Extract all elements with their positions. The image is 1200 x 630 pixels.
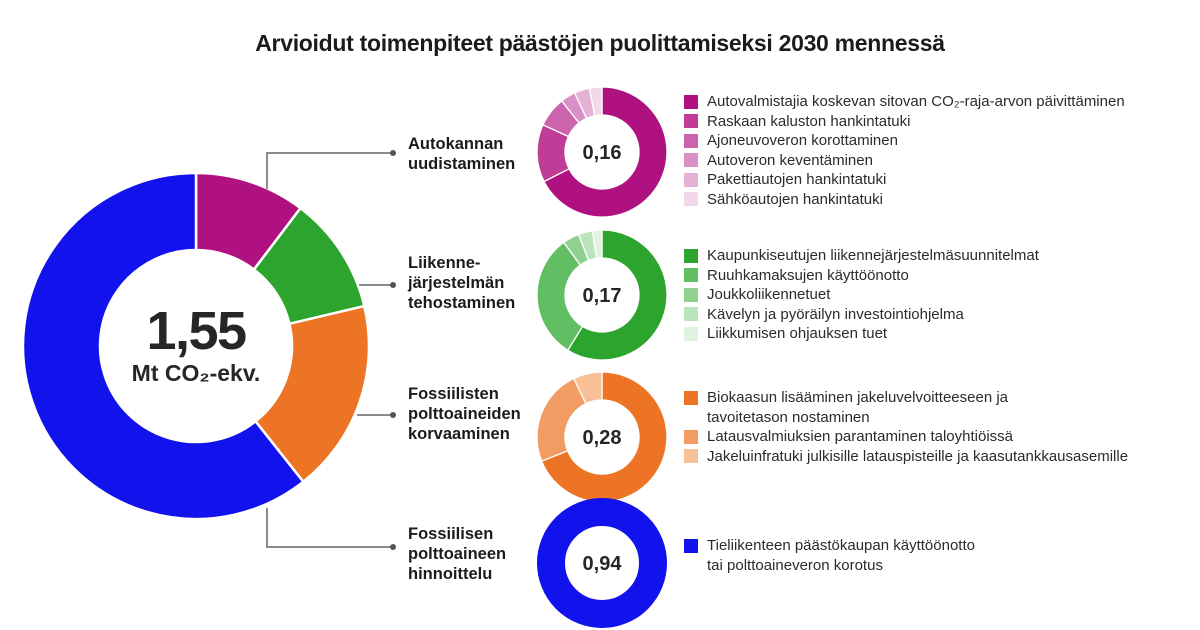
legend-swatch [684, 390, 698, 405]
legend-label: Latausvalmiuksien parantaminen taloyhtiö… [707, 428, 1014, 445]
legend-item: Ajoneuvoveron korottaminen [684, 131, 1184, 151]
connector-dot [390, 282, 396, 288]
legend-label: Joukkoliikennetuet [707, 286, 831, 303]
legend-label: Raskaan kaluston hankintatuki [707, 112, 911, 130]
legend-autokannan: Autovalmistajia koskevan sitovan CO₂-raj… [684, 92, 1184, 209]
legend-item: Liikkumisen ohjauksen tuet [684, 324, 1184, 344]
legend-liikennejarjestelma: Kaupunkiseutujen liikennejärjestelmäsuun… [684, 246, 1184, 344]
connector-dot [390, 150, 396, 156]
legend-item: Autoveron keventäminen [684, 151, 1184, 171]
connector-line [357, 414, 393, 416]
legend-swatch [684, 429, 698, 444]
row-label-autokannan-uudistaminen: Autokannan uudistaminen [408, 135, 516, 173]
legend-item: Autovalmistajia koskevan sitovan CO₂-raj… [684, 92, 1184, 112]
legend-label: Autoveron keventäminen [707, 151, 873, 169]
legend-swatch [684, 307, 698, 321]
mini-donut-fossiiliset-polttoaineet [536, 371, 668, 503]
legend-swatch [684, 114, 698, 128]
main-donut-center-label: 1,55 Mt CO₂-ekv. [66, 303, 326, 386]
legend-item: Jakeluinfratuki julkisille latauspisteil… [684, 447, 1184, 467]
connector-line [266, 152, 393, 154]
legend-item: Joukkoliikennetuet [684, 285, 1184, 305]
legend-item: Raskaan kaluston hankintatuki [684, 112, 1184, 132]
connector-line [359, 284, 393, 286]
legend-swatch [684, 172, 698, 187]
connector-dot [390, 544, 396, 550]
total-value: 1,55 [146, 301, 247, 361]
connector-dot [390, 412, 396, 418]
legend-swatch [684, 192, 698, 206]
connector-line [266, 508, 268, 547]
legend-item: Pakettiautojen hankintatuki [684, 170, 1184, 190]
legend-label: Ruuhkamaksujen käyttöönotto [707, 266, 909, 284]
legend-item: Kävelyn ja pyöräilyn investointiohjelma [684, 305, 1184, 325]
legend-swatch [684, 133, 698, 148]
legend-swatch [684, 268, 698, 282]
legend-label: Kaupunkiseutujen liikennejärjestelmäsuun… [707, 247, 1039, 264]
legend-label: Jakeluinfratuki julkisille latauspisteil… [707, 447, 1129, 465]
legend-item: Latausvalmiuksien parantaminen taloyhtiö… [684, 427, 1184, 447]
connector-line [266, 546, 393, 548]
legend-item: Sähköautojen hankintatuki [684, 190, 1184, 210]
connector-line [266, 153, 268, 189]
mini-donut-autokannan [536, 86, 668, 218]
mini-donut-value: 0,28 [582, 427, 622, 449]
legend-item: Ruuhkamaksujen käyttöönotto [684, 266, 1184, 286]
legend-swatch [684, 248, 698, 263]
legend-hinnoittelu: Tieliikenteen päästökaupan käyttöönotto … [684, 536, 1184, 575]
row-label-liikennejarjestelman-tehostaminen: Liikenne- järjestelmän tehostaminen [408, 254, 516, 312]
legend-label: Autovalmistajia koskevan sitovan CO₂-raj… [707, 93, 1125, 110]
legend-item: Biokaasun lisääminen jakeluvelvoitteesee… [684, 388, 1184, 427]
legend-swatch [684, 326, 698, 341]
mini-donut-hinnoittelu [537, 498, 667, 628]
mini-donut-value: 0,17 [582, 285, 622, 307]
legend-item: Tieliikenteen päästökaupan käyttöönotto … [684, 536, 1184, 575]
legend-swatch [684, 287, 698, 302]
mini-donut-value: 0,16 [582, 142, 622, 164]
legend-label: Biokaasun lisääminen jakeluvelvoitteesee… [707, 389, 1009, 426]
chart-title: Arvioidut toimenpiteet päästöjen puolitt… [255, 30, 945, 56]
legend-label: Liikkumisen ohjauksen tuet [707, 325, 888, 342]
total-unit: Mt CO₂-ekv. [131, 360, 261, 387]
mini-donut-value: 0,94 [582, 553, 622, 575]
legend-swatch [684, 538, 698, 553]
legend-swatch [684, 94, 698, 109]
legend-label: Ajoneuvoveron korottaminen [707, 132, 898, 149]
legend-label: Sähköautojen hankintatuki [707, 190, 883, 208]
row-label-fossiilisen-polttoaineen-hinnoittelu: Fossiilisen polttoaineen hinnoittelu [408, 525, 507, 583]
legend-swatch [684, 449, 698, 463]
legend-item: Kaupunkiseutujen liikennejärjestelmäsuun… [684, 246, 1184, 266]
row-label-fossiilisten-polttoaineiden-korvaaminen: Fossiilisten polttoaineiden korvaaminen [408, 385, 521, 443]
legend-label: Pakettiautojen hankintatuki [707, 171, 887, 188]
main-donut-chart [21, 171, 371, 521]
legend-label: Tieliikenteen päästökaupan käyttöönotto … [707, 537, 975, 574]
legend-label: Kävelyn ja pyöräilyn investointiohjelma [707, 305, 964, 323]
legend-swatch [684, 153, 698, 167]
legend-fossiiliset-polttoaineet: Biokaasun lisääminen jakeluvelvoitteesee… [684, 388, 1184, 466]
mini-donut-liikennejarjestelma [536, 229, 668, 361]
